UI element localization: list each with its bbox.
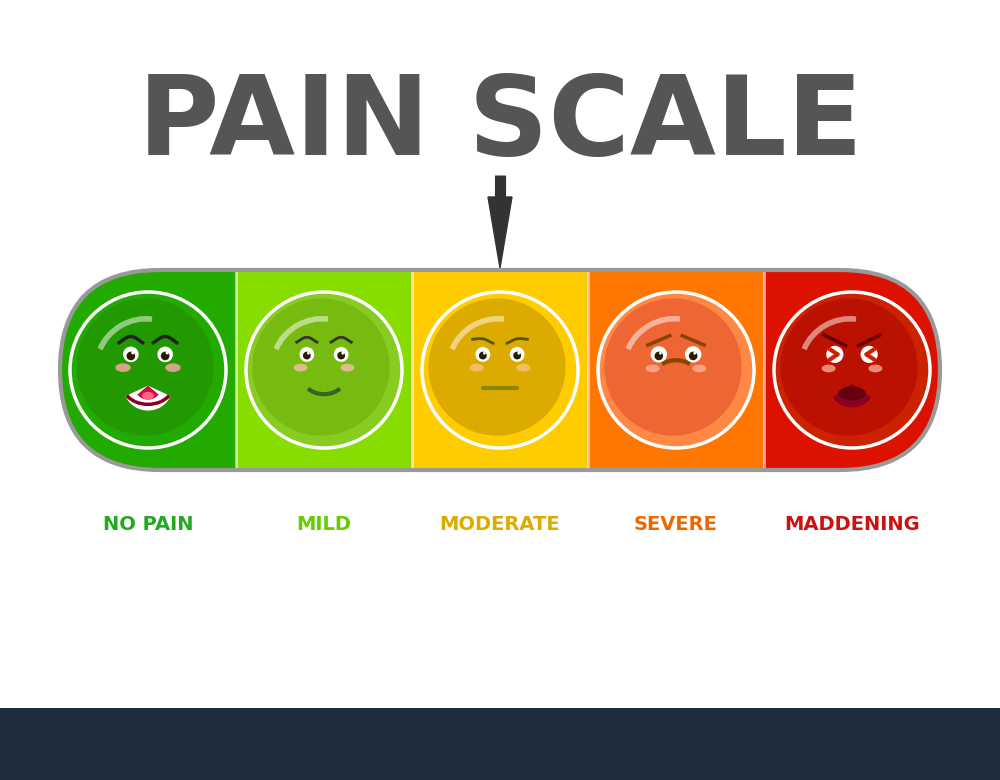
- Circle shape: [774, 292, 930, 448]
- Ellipse shape: [470, 363, 484, 371]
- Ellipse shape: [646, 364, 660, 372]
- Text: MODERATE: MODERATE: [440, 515, 560, 534]
- Ellipse shape: [822, 364, 836, 372]
- Polygon shape: [488, 197, 512, 268]
- Wedge shape: [833, 384, 871, 407]
- Circle shape: [685, 346, 701, 363]
- Ellipse shape: [432, 307, 576, 445]
- Circle shape: [123, 346, 139, 362]
- Text: VectorStock.com/27640876: VectorStock.com/27640876: [793, 740, 985, 754]
- Ellipse shape: [838, 386, 866, 400]
- Circle shape: [334, 347, 349, 362]
- Circle shape: [303, 352, 311, 360]
- Bar: [60, 270, 236, 470]
- Ellipse shape: [608, 307, 752, 445]
- Circle shape: [475, 347, 490, 362]
- Circle shape: [341, 352, 344, 355]
- Ellipse shape: [868, 364, 882, 372]
- Ellipse shape: [294, 363, 308, 371]
- Circle shape: [517, 352, 520, 355]
- Circle shape: [483, 352, 486, 355]
- Circle shape: [479, 352, 487, 360]
- Circle shape: [127, 352, 135, 360]
- Circle shape: [693, 352, 696, 355]
- Text: PAIN SCALE: PAIN SCALE: [138, 72, 862, 179]
- Circle shape: [659, 352, 662, 355]
- Circle shape: [780, 299, 918, 436]
- Circle shape: [510, 347, 525, 362]
- Text: SEVERE: SEVERE: [634, 515, 718, 534]
- Text: MILD: MILD: [297, 515, 352, 534]
- Circle shape: [826, 346, 843, 363]
- Circle shape: [246, 292, 402, 448]
- Circle shape: [161, 352, 169, 360]
- Ellipse shape: [142, 392, 154, 399]
- Circle shape: [131, 351, 134, 354]
- Bar: [236, 270, 412, 470]
- Wedge shape: [137, 385, 159, 399]
- Circle shape: [861, 346, 878, 363]
- Ellipse shape: [692, 364, 706, 372]
- Wedge shape: [125, 385, 171, 410]
- Ellipse shape: [80, 307, 224, 445]
- Ellipse shape: [256, 307, 400, 445]
- Ellipse shape: [165, 363, 181, 372]
- Circle shape: [598, 292, 754, 448]
- Circle shape: [252, 299, 390, 436]
- Circle shape: [689, 352, 697, 360]
- Ellipse shape: [115, 363, 131, 372]
- Circle shape: [76, 299, 214, 436]
- Circle shape: [337, 352, 345, 360]
- Circle shape: [513, 352, 521, 360]
- Circle shape: [604, 299, 742, 436]
- Ellipse shape: [784, 307, 928, 445]
- Circle shape: [70, 292, 226, 448]
- Circle shape: [422, 292, 578, 448]
- Text: NO PAIN: NO PAIN: [103, 515, 193, 534]
- Text: VectorStock®: VectorStock®: [15, 739, 155, 757]
- Bar: [412, 270, 588, 470]
- Circle shape: [166, 351, 169, 354]
- Circle shape: [307, 352, 310, 355]
- Ellipse shape: [516, 363, 530, 371]
- Text: MADDENING: MADDENING: [784, 515, 920, 534]
- Ellipse shape: [340, 363, 354, 371]
- Circle shape: [655, 352, 663, 360]
- Circle shape: [428, 299, 566, 436]
- Circle shape: [651, 346, 667, 363]
- Bar: [764, 270, 940, 470]
- Circle shape: [299, 347, 314, 362]
- Circle shape: [157, 346, 173, 362]
- Bar: [588, 270, 764, 470]
- FancyBboxPatch shape: [60, 270, 940, 470]
